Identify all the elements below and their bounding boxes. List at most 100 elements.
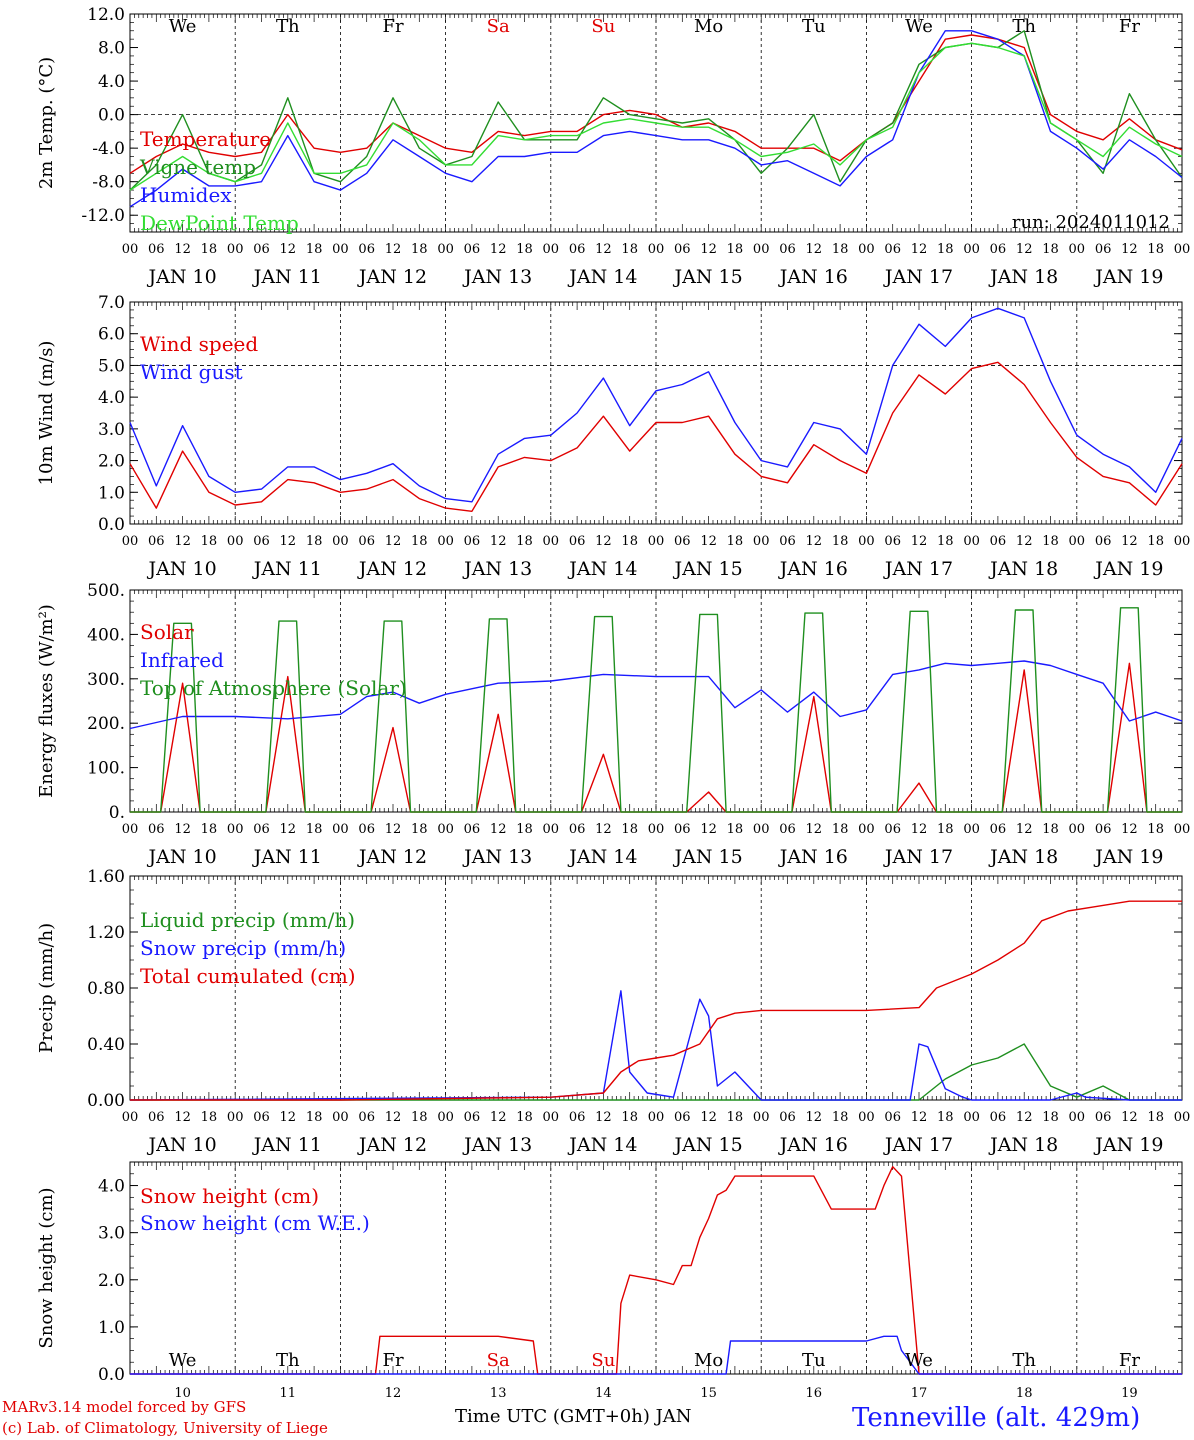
hour-tick-label: 00 <box>753 1110 770 1125</box>
hour-tick-label: 18 <box>306 534 323 549</box>
hour-tick-label: 06 <box>674 534 691 549</box>
hour-tick-label: 18 <box>1042 534 1059 549</box>
hour-tick-label: 12 <box>1016 242 1033 257</box>
hour-tick-label: 18 <box>516 1110 533 1125</box>
y-tick-label: 7.0 <box>98 293 125 313</box>
series-line <box>129 990 1182 1101</box>
day-label: JAN 12 <box>357 1134 427 1156</box>
hour-tick-label: 06 <box>569 822 586 837</box>
day-label: JAN 10 <box>147 266 217 288</box>
series-line <box>129 660 1183 730</box>
hour-tick-label: 00 <box>858 1110 875 1125</box>
series-line <box>130 900 1182 1101</box>
day-label: JAN 12 <box>357 558 427 580</box>
hour-tick-label: 18 <box>727 822 744 837</box>
hour-tick-label: 18 <box>621 822 638 837</box>
y-tick-label: 500. <box>87 581 125 601</box>
day-label: JAN 18 <box>988 266 1058 288</box>
weekday-label: Mo <box>694 16 723 37</box>
y-tick-label: 100. <box>87 759 125 779</box>
hour-tick-label: 00 <box>648 1110 665 1125</box>
hour-tick-label: 00 <box>753 534 770 549</box>
hour-tick-label: 18 <box>937 242 954 257</box>
weekday-label: We <box>905 16 933 37</box>
hour-tick-label: 18 <box>306 822 323 837</box>
legend-entry: Total cumulated (cm) <box>140 964 356 988</box>
hour-tick-label: 06 <box>990 822 1007 837</box>
weekday-label: We <box>905 1350 933 1371</box>
hour-tick-label: 00 <box>858 242 875 257</box>
hour-tick-label: 06 <box>1095 242 1112 257</box>
hour-tick-label: 12 <box>385 534 402 549</box>
hour-tick-label: 06 <box>990 534 1007 549</box>
hour-tick-label: 00 <box>227 242 244 257</box>
hour-tick-label: 12 <box>911 242 928 257</box>
hour-tick-label: 18 <box>621 1110 638 1125</box>
hour-tick-label: 12 <box>806 534 823 549</box>
legend-entry: Snow height (cm) <box>140 1184 319 1208</box>
day-tick-label: 14 <box>595 1386 612 1401</box>
hour-tick-label: 18 <box>306 1110 323 1125</box>
day-label: JAN 15 <box>673 266 743 288</box>
series-line <box>129 307 1183 503</box>
day-label: JAN 15 <box>673 1134 743 1156</box>
panel-5: 4.0 3.0 2.0 1.0 0.0 Snow height (cm) Snow heig… <box>36 1161 1183 1401</box>
hour-tick-label: 06 <box>990 242 1007 257</box>
hour-tick-label: 12 <box>1121 1110 1138 1125</box>
legend-entry: Solar <box>140 620 194 644</box>
hour-tick-label: 18 <box>201 534 218 549</box>
legend-entry: Vigne temp <box>139 155 256 179</box>
hour-tick-label: 18 <box>727 1110 744 1125</box>
hour-tick-label: 06 <box>1095 822 1112 837</box>
day-label: JAN 11 <box>252 846 322 868</box>
hour-tick-label: 12 <box>700 242 717 257</box>
hour-tick-label: 00 <box>543 1110 560 1125</box>
y-tick-label: 0.40 <box>87 1035 125 1055</box>
hour-tick-label: 12 <box>490 1110 507 1125</box>
hour-tick-label: 00 <box>332 1110 349 1125</box>
hour-tick-label: 06 <box>464 242 481 257</box>
day-label: JAN 11 <box>252 266 322 288</box>
y-tick-label: 4.0 <box>98 388 125 408</box>
y-axis-title: Energy fluxes (W/m²) <box>36 604 57 798</box>
hour-tick-label: 18 <box>201 242 218 257</box>
hour-tick-label: 06 <box>358 1110 375 1125</box>
day-label: JAN 13 <box>462 558 532 580</box>
y-tick-label: 0.00 <box>87 1091 125 1111</box>
hour-tick-label: 12 <box>700 822 717 837</box>
hour-tick-label: 12 <box>595 1110 612 1125</box>
y-axis-title: Snow height (cm) <box>36 1187 57 1348</box>
hour-tick-label: 12 <box>911 1110 928 1125</box>
hour-tick-label: 18 <box>832 822 849 837</box>
weekday-label: Fr <box>382 1350 403 1371</box>
weekday-label: We <box>169 1350 197 1371</box>
day-tick-label: 18 <box>1016 1386 1033 1401</box>
hour-tick-label: 06 <box>779 242 796 257</box>
hour-tick-label: 12 <box>385 822 402 837</box>
weekday-label: Fr <box>1119 16 1140 37</box>
hour-tick-label: 00 <box>122 534 139 549</box>
hour-tick-label: 12 <box>174 242 191 257</box>
hour-tick-label: 12 <box>1121 242 1138 257</box>
hour-tick-label: 18 <box>1042 242 1059 257</box>
y-tick-label: 6.0 <box>98 325 125 345</box>
hour-tick-label: 18 <box>516 242 533 257</box>
day-tick-label: 15 <box>700 1386 717 1401</box>
hour-tick-label: 06 <box>779 1110 796 1125</box>
hour-tick-label: 06 <box>674 1110 691 1125</box>
y-tick-label: -8.0 <box>92 173 125 193</box>
y-tick-label: 0.0 <box>98 515 125 535</box>
hour-tick-label: 06 <box>148 242 165 257</box>
day-label: JAN 17 <box>883 558 953 580</box>
y-tick-label: -4.0 <box>92 139 125 159</box>
y-tick-label: 1.60 <box>87 867 125 887</box>
day-tick-label: 17 <box>911 1386 928 1401</box>
hour-tick-label: 18 <box>516 534 533 549</box>
y-tick-label: 1.20 <box>87 923 125 943</box>
hour-tick-label: 00 <box>437 1110 454 1125</box>
hour-tick-label: 06 <box>358 534 375 549</box>
weekday-label: Th <box>276 16 300 37</box>
y-tick-label: 0.0 <box>98 106 125 126</box>
y-tick-label: 4.0 <box>98 1177 125 1197</box>
hour-tick-label: 06 <box>148 534 165 549</box>
